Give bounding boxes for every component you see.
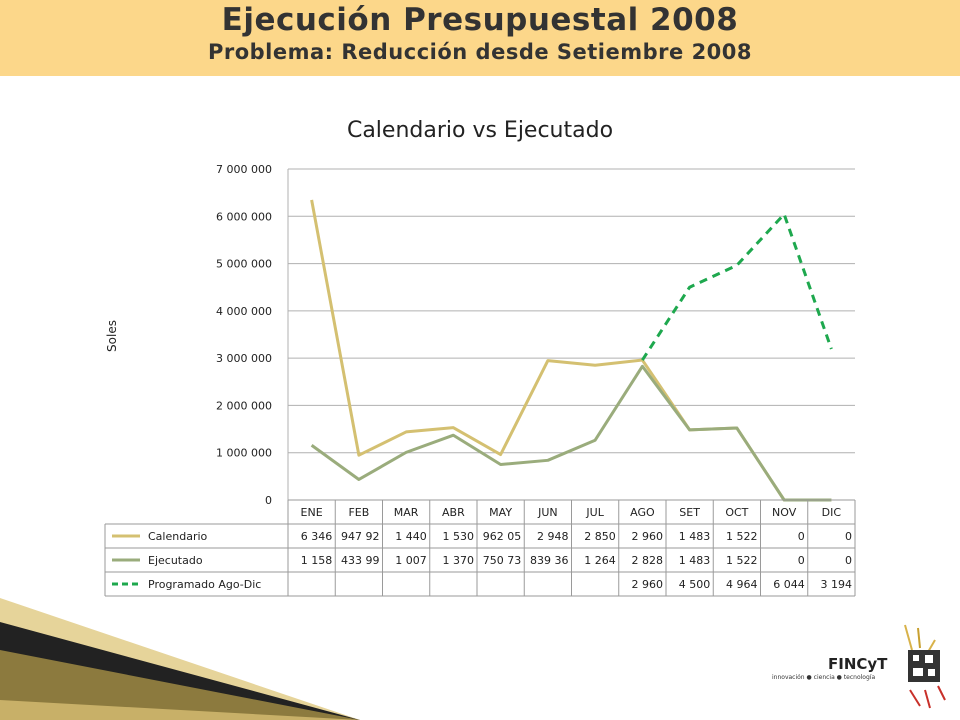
data-label: 1 158 [301, 554, 333, 567]
chart-title: Calendario vs Ejecutado [346, 118, 614, 143]
x-tick-label: JUN [537, 506, 558, 519]
data-label: 2 960 [632, 530, 664, 543]
data-label: 1 522 [726, 530, 758, 543]
data-label: 1 522 [726, 554, 758, 567]
data-label: 0 [845, 530, 852, 543]
data-label: 1 264 [584, 554, 616, 567]
data-label: 2 948 [537, 530, 569, 543]
data-label: 1 370 [443, 554, 475, 567]
data-label: 6 044 [773, 578, 805, 591]
data-label: 1 530 [443, 530, 475, 543]
series-line [641, 212, 833, 361]
slide-subtitle: Problema: Reducción desde Setiembre 2008 [207, 40, 753, 64]
data-label: 0 [845, 554, 852, 567]
data-label: 433 99 [341, 554, 380, 567]
y-tick-label: 1 000 000 [216, 447, 272, 460]
data-label: 1 483 [679, 530, 711, 543]
x-tick-label: FEB [348, 506, 369, 519]
y-tick-label: 7 000 000 [216, 163, 272, 176]
legend-entry: Programado Ago-Dic [148, 578, 261, 591]
x-tick-label: ABR [442, 506, 465, 519]
y-tick-label: 0 [265, 494, 272, 507]
data-label: 1 007 [395, 554, 427, 567]
data-label: 0 [798, 554, 805, 567]
decorative-pennant [0, 598, 360, 720]
data-label: 4 964 [726, 578, 758, 591]
x-tick-label: NOV [772, 506, 797, 519]
x-tick-label: DIC [822, 506, 842, 519]
data-label: 1 440 [395, 530, 427, 543]
logo-tagline: innovación ● ciencia ● tecnología [772, 674, 876, 681]
data-label: 0 [798, 530, 805, 543]
legend-entry: Calendario [148, 530, 208, 543]
title-band [0, 0, 960, 76]
fincyt-logo-icon [904, 624, 946, 709]
data-label: 962 05 [483, 530, 522, 543]
data-label: 2 960 [632, 578, 664, 591]
data-label: 2 828 [632, 554, 664, 567]
legend-entry: Ejecutado [148, 554, 203, 567]
data-label: 750 73 [483, 554, 522, 567]
y-tick-label: 2 000 000 [216, 399, 272, 412]
data-label: 947 92 [341, 530, 380, 543]
data-label: 6 346 [301, 530, 333, 543]
y-tick-label: 3 000 000 [216, 352, 272, 365]
series-line [310, 364, 832, 502]
y-tick-label: 5 000 000 [216, 258, 272, 271]
logo-name: FINCyT [828, 655, 888, 673]
x-tick-label: OCT [725, 506, 748, 519]
data-label: 3 194 [821, 578, 853, 591]
y-axis-label: Soles [105, 320, 119, 352]
data-label: 839 36 [530, 554, 569, 567]
data-label: 2 850 [584, 530, 616, 543]
x-tick-label: MAR [394, 506, 419, 519]
x-tick-label: MAY [489, 506, 512, 519]
y-tick-label: 6 000 000 [216, 210, 272, 223]
x-tick-label: AGO [630, 506, 655, 519]
x-tick-label: JUL [585, 506, 604, 519]
slide-title: Ejecución Presupuestal 2008 [221, 2, 739, 38]
x-tick-label: SET [679, 506, 700, 519]
data-label: 1 483 [679, 554, 711, 567]
data-label: 4 500 [679, 578, 711, 591]
x-tick-label: ENE [301, 506, 323, 519]
y-tick-label: 4 000 000 [216, 305, 272, 318]
